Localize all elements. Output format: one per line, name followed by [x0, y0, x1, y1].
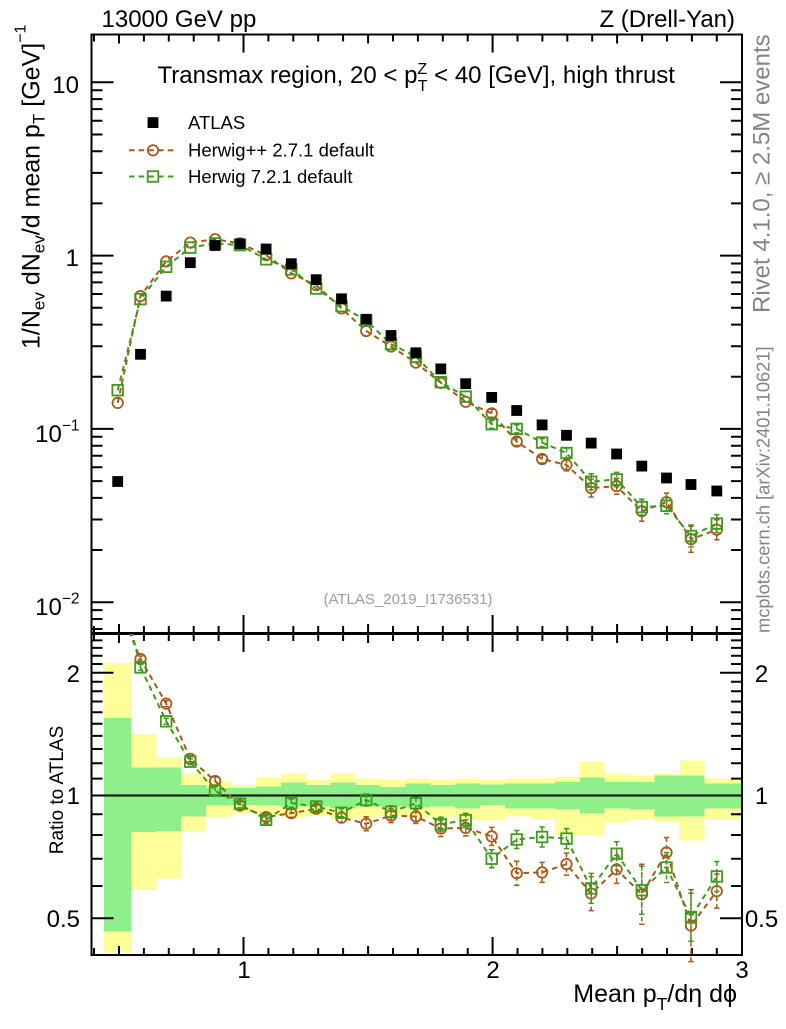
svg-text:Rivet 4.1.0, ≥ 2.5M events: Rivet 4.1.0, ≥ 2.5M events [749, 34, 776, 313]
svg-text:10−1: 10−1 [35, 418, 79, 449]
svg-text:1/Nev dNev/d mean pT [GeV]−1: 1/Nev dNev/d mean pT [GeV]−1 [13, 24, 49, 349]
svg-text:Z (Drell-Yan): Z (Drell-Yan) [599, 6, 735, 33]
svg-text:10: 10 [52, 72, 79, 99]
svg-text:1: 1 [67, 783, 80, 810]
svg-text:1: 1 [66, 245, 79, 272]
svg-text:mcplots.cern.ch [arXiv:2401.10: mcplots.cern.ch [arXiv:2401.10621] [753, 346, 774, 633]
svg-text:1: 1 [237, 957, 250, 984]
svg-text:ATLAS: ATLAS [188, 112, 245, 133]
svg-text:Ratio to ATLAS: Ratio to ATLAS [47, 726, 68, 855]
svg-text:13000 GeV pp: 13000 GeV pp [102, 6, 257, 33]
svg-text:0.5: 0.5 [745, 906, 778, 933]
svg-text:2: 2 [67, 661, 80, 688]
svg-text:(ATLAS_2019_I1736531): (ATLAS_2019_I1736531) [323, 591, 492, 608]
svg-text:3: 3 [735, 957, 748, 984]
svg-text:Herwig 7.2.1 default: Herwig 7.2.1 default [188, 166, 353, 187]
svg-text:1: 1 [755, 783, 768, 810]
svg-text:2: 2 [755, 661, 768, 688]
svg-text:Herwig++ 2.7.1 default: Herwig++ 2.7.1 default [188, 140, 374, 161]
svg-text:2: 2 [486, 957, 499, 984]
svg-text:0.5: 0.5 [47, 906, 80, 933]
